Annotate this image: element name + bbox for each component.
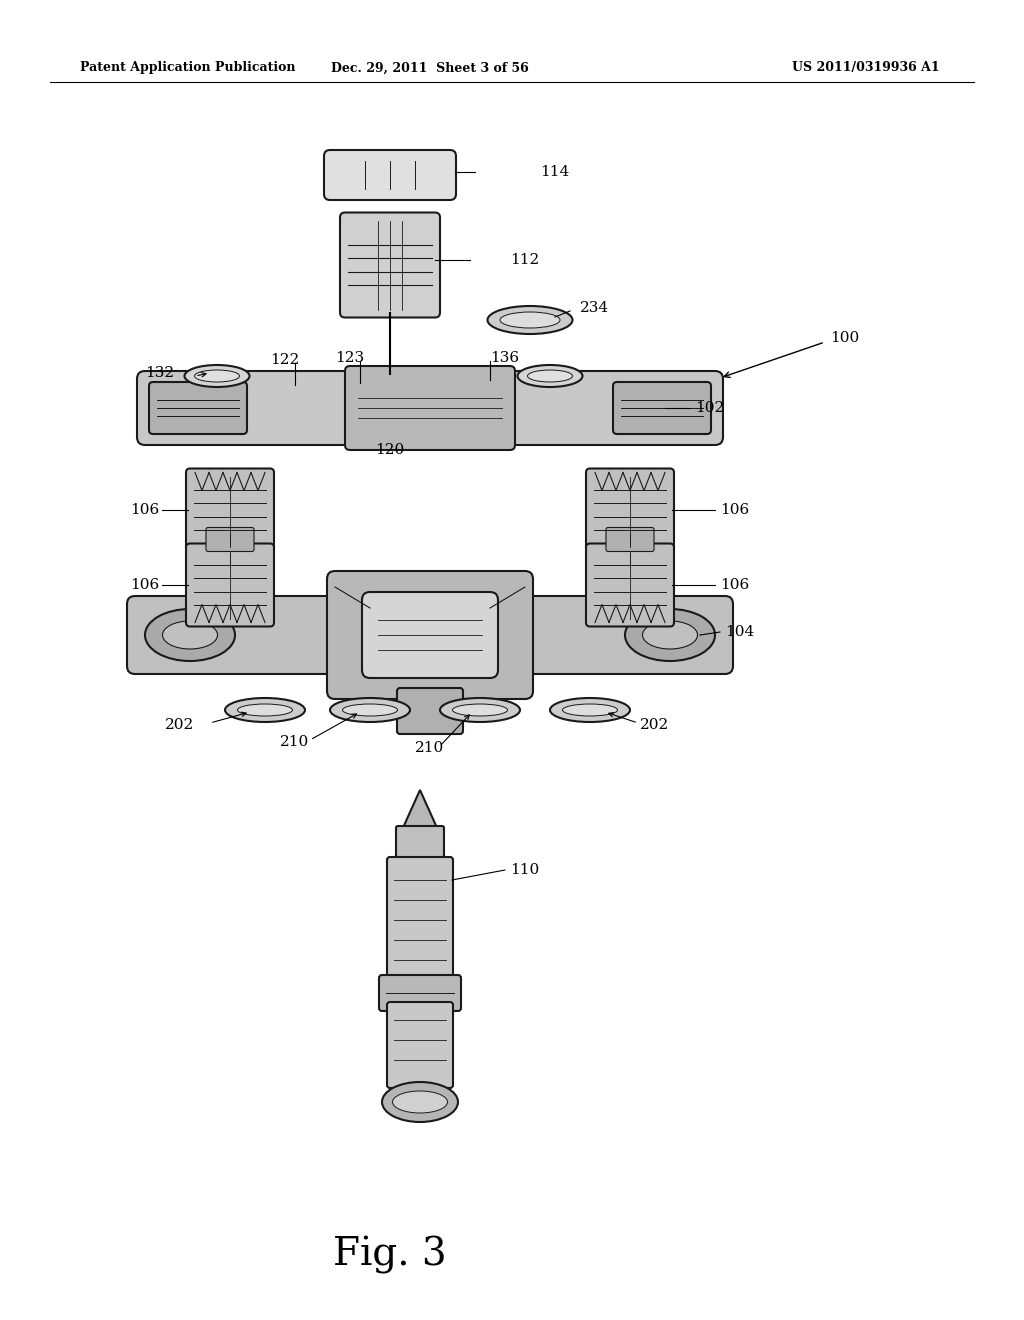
Ellipse shape bbox=[562, 704, 617, 715]
FancyBboxPatch shape bbox=[606, 548, 654, 572]
Text: 112: 112 bbox=[510, 253, 540, 267]
FancyBboxPatch shape bbox=[150, 381, 247, 434]
FancyBboxPatch shape bbox=[379, 975, 461, 1011]
Ellipse shape bbox=[642, 620, 697, 649]
Ellipse shape bbox=[550, 698, 630, 722]
FancyBboxPatch shape bbox=[137, 371, 723, 445]
Ellipse shape bbox=[500, 312, 560, 327]
Text: US 2011/0319936 A1: US 2011/0319936 A1 bbox=[793, 62, 940, 74]
Ellipse shape bbox=[145, 609, 234, 661]
Text: 102: 102 bbox=[695, 401, 724, 414]
FancyBboxPatch shape bbox=[362, 591, 498, 678]
Text: Dec. 29, 2011  Sheet 3 of 56: Dec. 29, 2011 Sheet 3 of 56 bbox=[331, 62, 528, 74]
Ellipse shape bbox=[225, 698, 305, 722]
Ellipse shape bbox=[342, 704, 397, 715]
Text: 210: 210 bbox=[415, 741, 444, 755]
Ellipse shape bbox=[382, 1082, 458, 1122]
Text: Patent Application Publication: Patent Application Publication bbox=[80, 62, 296, 74]
FancyBboxPatch shape bbox=[397, 688, 463, 734]
Ellipse shape bbox=[184, 366, 250, 387]
Ellipse shape bbox=[527, 370, 572, 381]
FancyBboxPatch shape bbox=[186, 469, 274, 552]
Polygon shape bbox=[402, 789, 438, 830]
Ellipse shape bbox=[453, 704, 508, 715]
FancyBboxPatch shape bbox=[340, 213, 440, 318]
FancyBboxPatch shape bbox=[396, 826, 444, 865]
Ellipse shape bbox=[440, 698, 520, 722]
Text: 120: 120 bbox=[375, 444, 404, 457]
Ellipse shape bbox=[163, 620, 217, 649]
FancyBboxPatch shape bbox=[345, 366, 515, 450]
Ellipse shape bbox=[392, 1092, 447, 1113]
Text: 100: 100 bbox=[830, 331, 859, 345]
FancyBboxPatch shape bbox=[586, 544, 674, 627]
FancyBboxPatch shape bbox=[324, 150, 456, 201]
Ellipse shape bbox=[625, 609, 715, 661]
Ellipse shape bbox=[195, 370, 240, 381]
Text: 106: 106 bbox=[130, 578, 160, 591]
Ellipse shape bbox=[487, 306, 572, 334]
Ellipse shape bbox=[517, 366, 583, 387]
Text: 114: 114 bbox=[540, 165, 569, 180]
FancyBboxPatch shape bbox=[206, 548, 254, 572]
Ellipse shape bbox=[238, 704, 293, 715]
FancyBboxPatch shape bbox=[387, 1002, 453, 1088]
FancyBboxPatch shape bbox=[327, 572, 534, 700]
FancyBboxPatch shape bbox=[206, 528, 254, 552]
Text: 202: 202 bbox=[640, 718, 670, 733]
FancyBboxPatch shape bbox=[606, 528, 654, 552]
Text: 202: 202 bbox=[165, 718, 195, 733]
Text: 106: 106 bbox=[130, 503, 160, 517]
Text: 136: 136 bbox=[490, 351, 519, 366]
Text: 123: 123 bbox=[335, 351, 365, 366]
Text: 234: 234 bbox=[580, 301, 609, 315]
FancyBboxPatch shape bbox=[586, 469, 674, 552]
Text: 210: 210 bbox=[280, 735, 309, 748]
Ellipse shape bbox=[330, 698, 410, 722]
FancyBboxPatch shape bbox=[613, 381, 711, 434]
FancyBboxPatch shape bbox=[387, 857, 453, 983]
FancyBboxPatch shape bbox=[127, 597, 733, 675]
FancyBboxPatch shape bbox=[186, 544, 274, 627]
Text: 110: 110 bbox=[510, 863, 540, 876]
Text: 122: 122 bbox=[270, 352, 299, 367]
Text: 106: 106 bbox=[720, 503, 750, 517]
Text: 132: 132 bbox=[145, 366, 174, 380]
Text: Fig. 3: Fig. 3 bbox=[333, 1236, 446, 1274]
Text: 106: 106 bbox=[720, 578, 750, 591]
Text: 104: 104 bbox=[725, 624, 755, 639]
